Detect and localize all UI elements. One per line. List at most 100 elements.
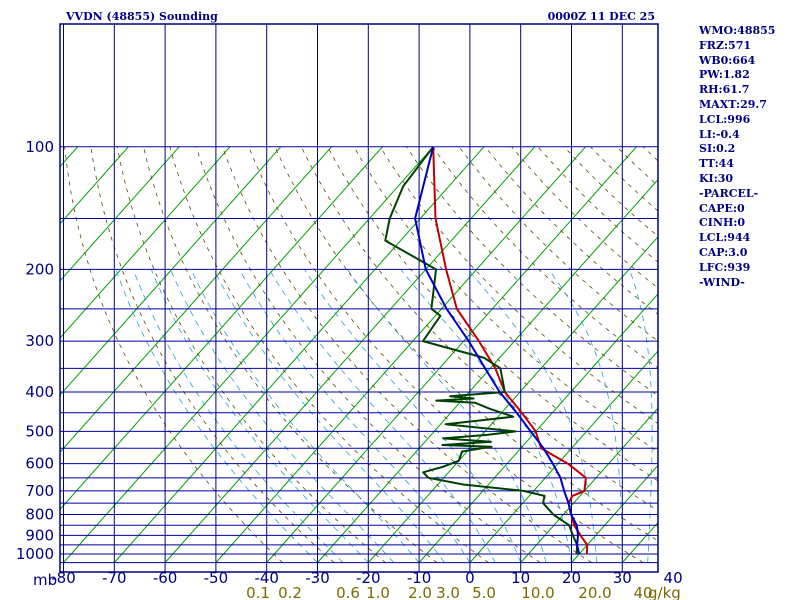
moist-adiabat-line (699, 269, 744, 562)
dry-adiabat-line (274, 146, 658, 542)
temperature-tick-label: -40 (254, 569, 279, 587)
moist-adiabat-line (673, 269, 695, 562)
pressure-tick-label: 200 (25, 260, 54, 278)
pressure-tick-label: 500 (25, 422, 54, 440)
temperature-tick-label: -20 (356, 569, 381, 587)
moist-adiabat-line (268, 269, 496, 563)
pressure-tick-label: 400 (25, 383, 54, 401)
plot-frame (59, 23, 659, 573)
isotherm-line (266, 146, 637, 563)
mixing-ratio-tick-label: 20.0 (578, 584, 611, 600)
temperature-tick-label: 30 (613, 569, 632, 587)
moist-adiabat-line (213, 269, 445, 563)
dry-adiabat-line (406, 146, 658, 397)
isotherm-line (317, 178, 658, 563)
isotherm-line (418, 293, 658, 563)
temperature-axis-labels: -80 -70 -60 -50 -40 -30 -20 -10 0 10 20 30 40 (51, 569, 682, 587)
sounding-series (384, 146, 589, 555)
sounding-index: TT:44 (699, 157, 734, 171)
temperature-tick-label: 0 (465, 569, 475, 587)
temperature-tick-label: 20 (562, 569, 581, 587)
isotherm-line (367, 236, 658, 563)
isotherm-line (60, 146, 231, 339)
isotherm-line (0, 147, 27, 563)
pressure-tick-label: 300 (25, 332, 54, 350)
pressure-unit-label: mb (33, 571, 57, 589)
temperature-tick-label: -60 (153, 569, 178, 587)
isobar-grid (60, 146, 658, 564)
moist-adiabat-grid (115, 269, 744, 563)
isotherm-line (60, 146, 383, 511)
mixing-ratio-tick-label: 3.0 (436, 584, 460, 600)
temperature-tick-label: -50 (204, 569, 229, 587)
sounding-index: WMO:48855 (699, 24, 776, 37)
moist-adiabat-line (115, 269, 318, 563)
pressure-tick-label: 1000 (16, 545, 54, 563)
temperature-tick-label: 40 (664, 569, 683, 587)
pressure-tick-label: 900 (25, 526, 54, 544)
moist-adiabat-line (400, 269, 572, 563)
isotherm-line (63, 146, 434, 563)
isotherm-line (60, 146, 282, 396)
moist-adiabat-line (150, 269, 369, 563)
sounding-index: PW:1.82 (699, 68, 750, 82)
sounding-index: CAPE:0 (699, 201, 745, 215)
mixing-ratio-tick-label: 0.6 (336, 584, 360, 600)
dry-adiabat-line (353, 146, 658, 453)
dry-adiabat-line (248, 146, 644, 563)
dry-adiabat-line (143, 146, 438, 563)
sounding-index: SI:0.2 (699, 142, 736, 156)
dry-adiabat-line (116, 146, 386, 563)
sounding-index: LCL:996 (699, 112, 751, 126)
isotherm-line (520, 407, 658, 563)
sounding-index: LCL:944 (699, 231, 751, 245)
moist-adiabat-line (347, 269, 547, 563)
isotherm-line (571, 464, 658, 563)
parcel-line (414, 146, 581, 555)
moist-adiabat-line (190, 269, 420, 563)
temperature-tick-label: -10 (407, 569, 432, 587)
pressure-tick-label: 700 (25, 482, 54, 500)
sounding-index: FRZ:571 (699, 38, 752, 52)
dry-adiabat-line (195, 146, 541, 563)
sounding-index: CAP:3.0 (699, 245, 748, 259)
moist-adiabat-line (170, 269, 394, 563)
sounding-index: LI:-0.4 (699, 127, 740, 141)
sounding-index: -PARCEL- (699, 186, 759, 200)
dry-adiabat-grid (64, 146, 658, 563)
mixing-ratio-labels: 0.1 0.2 0.6 1.0 2.0 3.0 5.0 10.0 20.0 40 (246, 584, 652, 600)
isotherm-line (60, 146, 78, 168)
temperature-tick-label: -80 (51, 569, 76, 587)
temperature-tick-label: -70 (102, 569, 127, 587)
isotherm-line (164, 146, 536, 563)
sounding-index: LFC:939 (699, 260, 751, 274)
vertical-grid (63, 24, 623, 572)
temperature-tick-label: -30 (305, 569, 330, 587)
dry-adiabat-line (300, 146, 658, 511)
moist-adiabat-line (239, 269, 471, 563)
sounding-index: WB0:664 (699, 53, 756, 67)
mixing-ratio-tick-label: 2.0 (408, 584, 432, 600)
isotherm-line (113, 146, 485, 563)
sounding-index: CINH:0 (699, 216, 746, 230)
isotherm-line (60, 146, 332, 454)
temperature-tick-label: 10 (511, 569, 530, 587)
moist-adiabat-line (467, 269, 598, 563)
sounding-index: RH:61.7 (699, 83, 750, 97)
mixing-ratio-tick-label: 0.2 (278, 584, 302, 600)
pressure-tick-label: 600 (25, 455, 54, 473)
sounding-index: KI:30 (699, 171, 734, 185)
isotherm-line (60, 146, 180, 282)
isotherm-grid (0, 146, 658, 563)
isotherm-line (215, 146, 586, 563)
dewpoint-line (384, 146, 579, 555)
mixing-ratio-tick-label: 0.1 (246, 584, 270, 600)
mixing-ratio-tick-label: 40 (633, 584, 652, 600)
dry-adiabat-line (64, 146, 283, 563)
mixing-ratio-tick-label: 10.0 (521, 584, 554, 600)
isotherm-line (60, 146, 129, 225)
sounding-index: MAXT:29.7 (699, 97, 767, 111)
pressure-tick-label: 800 (25, 506, 54, 524)
